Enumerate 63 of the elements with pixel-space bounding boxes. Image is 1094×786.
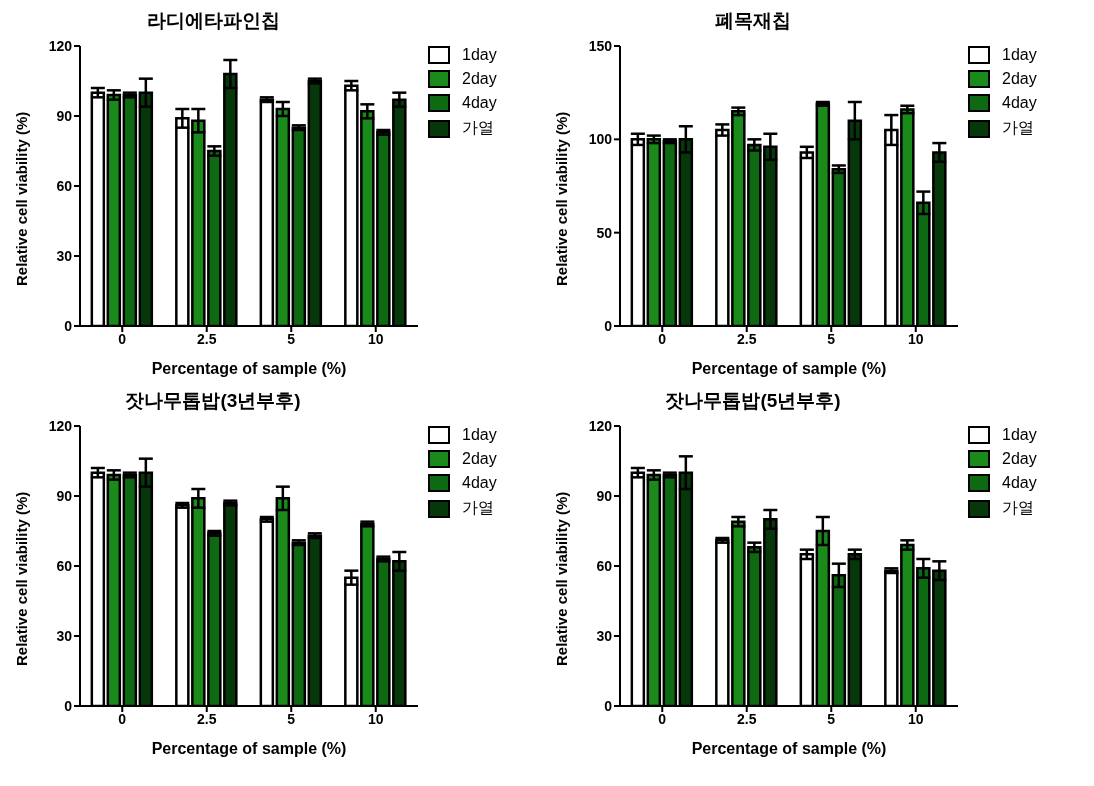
y-tick-label: 60 (56, 177, 73, 194)
x-axis-title: Percentage of sample (%) (151, 360, 347, 377)
y-axis-title: Relative cell viability (%) (13, 491, 31, 666)
x-tick-label: 5 (827, 710, 836, 727)
y-tick-label: 0 (64, 317, 73, 334)
x-tick-label: 0 (118, 330, 127, 347)
legend-label: 2day (462, 450, 497, 468)
x-tick-label: 10 (907, 330, 924, 347)
x-axis-title: Percentage of sample (%) (691, 740, 887, 757)
y-tick-label: 0 (604, 317, 613, 334)
x-tick-label: 5 (287, 710, 296, 727)
x-tick-label: 5 (827, 330, 836, 347)
y-tick-label: 100 (588, 131, 613, 148)
y-tick-label: 30 (56, 627, 73, 644)
legend-label: 1day (1002, 46, 1037, 64)
y-tick-label: 0 (604, 697, 613, 714)
legend-label: 가열 (1002, 118, 1034, 138)
y-tick-label: 30 (596, 627, 613, 644)
legend-label: 2day (1002, 70, 1037, 88)
y-tick-label: 150 (588, 37, 613, 54)
y-tick-label: 90 (56, 107, 73, 124)
y-tick-label: 60 (596, 557, 613, 574)
x-axis-title: Percentage of sample (%) (151, 740, 347, 757)
y-tick-label: 90 (596, 487, 613, 504)
legend-label: 4day (1002, 474, 1037, 492)
legend-label: 가열 (462, 118, 494, 138)
y-axis-title: Relative cell viability (%) (13, 111, 31, 286)
y-tick-label: 120 (588, 417, 613, 434)
y-tick-label: 50 (596, 224, 613, 241)
x-tick-label: 5 (287, 330, 296, 347)
legend-label: 2day (1002, 450, 1037, 468)
y-axis-title: Relative cell viability (%) (553, 491, 571, 666)
y-tick-label: 60 (56, 557, 73, 574)
x-tick-label: 0 (658, 710, 667, 727)
x-tick-label: 10 (907, 710, 924, 727)
y-tick-label: 30 (56, 247, 73, 264)
y-tick-label: 90 (56, 487, 73, 504)
legend-label: 4day (462, 474, 497, 492)
y-tick-label: 120 (48, 37, 73, 54)
x-tick-label: 0 (118, 710, 127, 727)
legend-label: 1day (462, 46, 497, 64)
legend-label: 1day (1002, 426, 1037, 444)
chart-title: 잣나무톱밥(5년부후) (664, 389, 842, 413)
legend-label: 가열 (462, 498, 494, 518)
legend-label: 1day (462, 426, 497, 444)
legend-label: 4day (1002, 94, 1037, 112)
y-axis-title: Relative cell viability (%) (553, 111, 571, 286)
chart-title: 폐목재칩 (714, 9, 792, 33)
x-tick-label: 2.5 (737, 710, 757, 727)
x-tick-label: 10 (367, 710, 384, 727)
y-tick-label: 0 (64, 697, 73, 714)
chart-title: 라디에타파인칩 (145, 9, 281, 33)
x-tick-label: 2.5 (737, 330, 757, 347)
x-axis-title: Percentage of sample (%) (691, 360, 887, 377)
chart-title: 잣나무톱밥(3년부후) (124, 389, 302, 413)
legend-label: 2day (462, 70, 497, 88)
x-tick-label: 2.5 (197, 330, 217, 347)
x-tick-label: 10 (367, 330, 384, 347)
x-tick-label: 0 (658, 330, 667, 347)
legend-label: 4day (462, 94, 497, 112)
x-tick-label: 2.5 (197, 710, 217, 727)
y-tick-label: 120 (48, 417, 73, 434)
legend-label: 가열 (1002, 498, 1034, 518)
